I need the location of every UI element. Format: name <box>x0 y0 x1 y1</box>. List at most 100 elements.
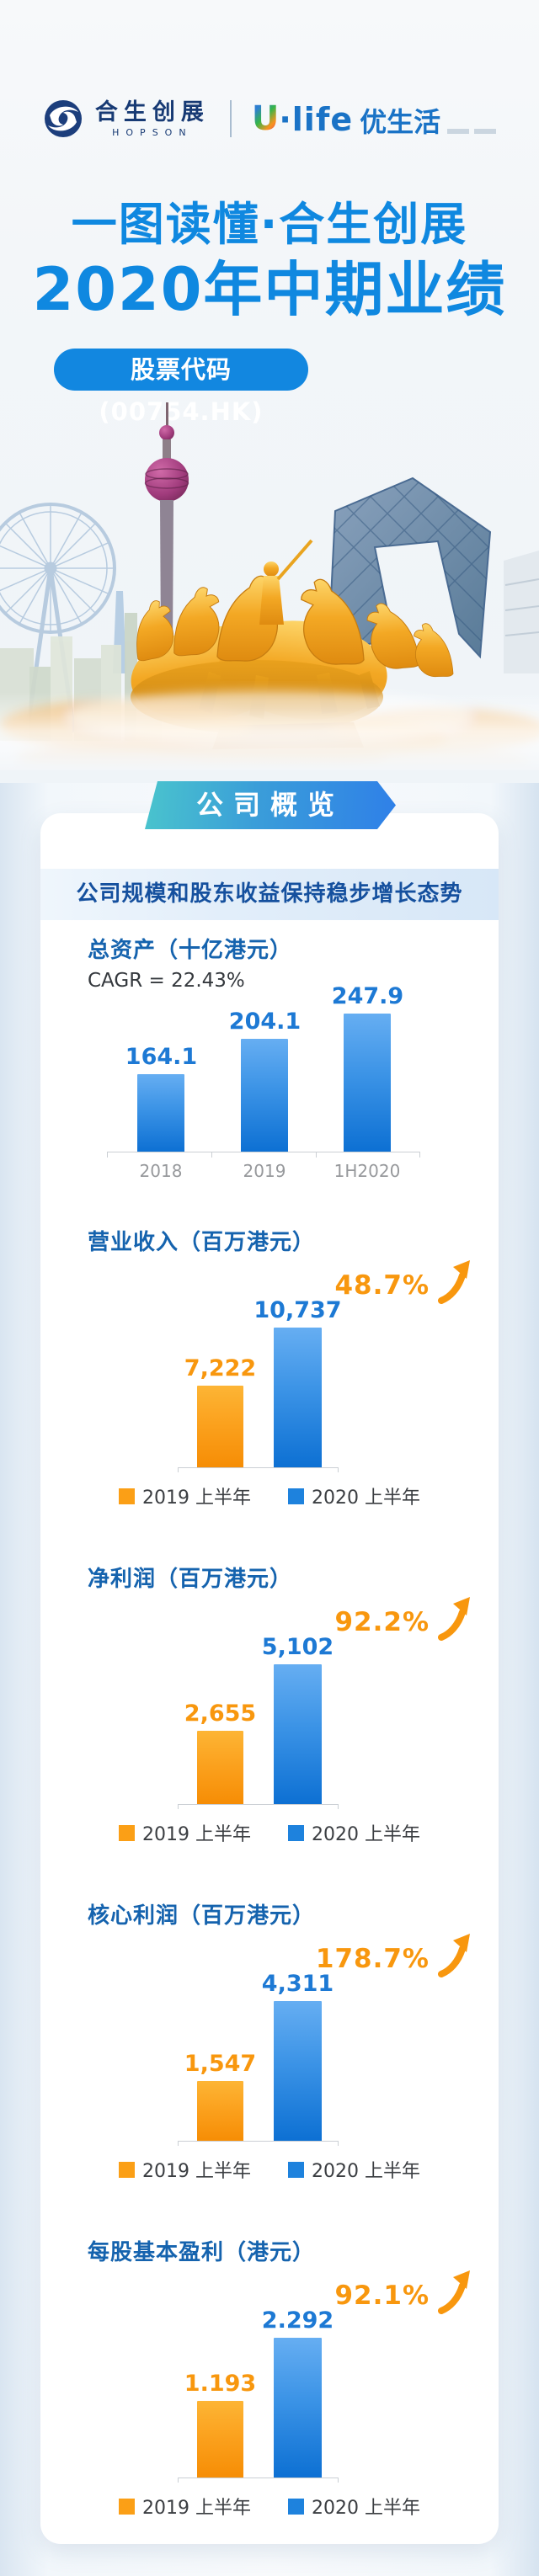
bar-value-label: 10,737 <box>253 1297 342 1323</box>
ulife-tagline-marks <box>447 129 497 134</box>
bar-2018 <box>137 1074 184 1152</box>
logo-divider <box>229 100 232 137</box>
stock-code-badge: 股票代码(00754.HK) <box>54 349 308 426</box>
legend-2020-label: 2020 上半年 <box>312 1824 420 1845</box>
ulife-life-text: ·life <box>279 101 354 138</box>
axis-tick <box>107 1152 108 1158</box>
section-ribbon-company-overview: 公司概览 <box>145 781 396 829</box>
chart-title: 每股基本盈利（港元） <box>88 2240 316 2265</box>
chart-legend: 2019 上半年 2020 上半年 <box>0 2493 539 2520</box>
chart-legend: 2019 上半年 2020 上半年 <box>0 1819 539 1846</box>
legend-2020-label: 2020 上半年 <box>312 1488 420 1509</box>
chart-core-profit: 核心利润（百万港元） 178.7% 1,547 4,311 2019 上半年 2… <box>0 1898 539 2235</box>
overview-card: 公司规模和股东收益保持稳步增长态势 <box>40 813 499 2544</box>
chart-revenue: 营业收入（百万港元） 48.7% 7,222 10,737 2019 上半年 2… <box>0 1225 539 1562</box>
axis-tick <box>338 1467 339 1472</box>
legend-2020-swatch <box>288 2161 304 2178</box>
bar-value-label: 164.1 <box>125 1044 198 1070</box>
hopson-wordmark: 合生创展 HOPSON <box>95 101 210 137</box>
growth-up-arrow-icon <box>438 1260 470 1304</box>
growth-percent: 48.7% <box>334 1270 430 1301</box>
bar-2019 <box>241 1039 288 1152</box>
page-title-line2: 2020年中期业绩 <box>32 255 507 324</box>
bar-value-label: 5,102 <box>261 1634 334 1660</box>
axis-tick <box>211 1152 212 1158</box>
brand-header: 合生创展 HOPSON U ·life 优生活 <box>0 93 539 145</box>
x-axis <box>178 2141 339 2142</box>
bar-value-label: 7,222 <box>184 1355 257 1381</box>
legend-2020-swatch <box>288 1488 304 1504</box>
legend-2019-swatch <box>119 1824 136 1841</box>
growth-percent: 92.1% <box>334 2281 430 2311</box>
bar-2019h1 <box>197 2401 243 2478</box>
legend-2020-swatch <box>288 1824 304 1841</box>
axis-tick <box>338 2478 339 2483</box>
legend-2019-label: 2019 上半年 <box>142 1824 251 1845</box>
ulife-wordmark: U ·life 优生活 <box>252 101 497 138</box>
growth-up-arrow-icon <box>438 1597 470 1641</box>
axis-tick <box>178 2141 179 2146</box>
chart-total-assets: 总资产（十亿港元） CAGR = 22.43% 164.1 204.1 247.… <box>0 933 539 1194</box>
bar-value-label: 1.193 <box>184 2371 257 2397</box>
charioteer-figure <box>259 539 313 625</box>
legend-2020-label: 2020 上半年 <box>312 2498 420 2519</box>
bar-1h2020 <box>344 1014 391 1152</box>
hero-illustration <box>0 402 539 770</box>
right-building <box>504 551 539 673</box>
hopson-chinese-name: 合生创展 <box>94 98 210 125</box>
chart-title: 核心利润（百万港元） <box>88 1903 316 1929</box>
bar-2020h1 <box>274 2001 322 2141</box>
axis-tick <box>419 1152 420 1158</box>
legend-2019-swatch <box>119 2498 136 2515</box>
growth-percent: 178.7% <box>315 1944 430 1974</box>
growth-up-arrow-icon <box>438 1934 470 1977</box>
chart-basic-eps: 每股基本盈利（港元） 92.1% 1.193 2.292 2019 上半年 20… <box>0 2235 539 2572</box>
legend-2020-label: 2020 上半年 <box>312 2161 420 2182</box>
legend-2019-label: 2019 上半年 <box>142 1488 251 1509</box>
bar-value-label: 204.1 <box>228 1009 302 1035</box>
bar-value-label: 2,655 <box>184 1700 257 1727</box>
axis-tick <box>178 1467 179 1472</box>
category-label: 1H2020 <box>334 1161 401 1181</box>
bar-value-label: 2.292 <box>261 2307 334 2334</box>
cagr-note: CAGR = 22.43% <box>88 970 245 992</box>
bar-value-label: 4,311 <box>261 1971 334 1997</box>
bar-2019h1 <box>197 1386 243 1467</box>
bar-value-label: 247.9 <box>331 983 404 1009</box>
growth-percent: 92.2% <box>334 1607 430 1637</box>
ulife-chinese-name: 优生活 <box>360 106 441 138</box>
growth-up-arrow-icon <box>438 2270 470 2314</box>
legend-2019-label: 2019 上半年 <box>142 2161 251 2182</box>
hopson-logo-icon <box>44 100 82 137</box>
category-label: 2018 <box>139 1161 183 1181</box>
x-axis <box>178 1467 339 1468</box>
axis-tick <box>178 1804 179 1809</box>
bar-2020h1 <box>274 2338 322 2478</box>
axis-tick <box>178 2478 179 2483</box>
ferris-wheel <box>0 503 116 733</box>
axis-tick <box>338 1804 339 1809</box>
legend-2020-swatch <box>288 2498 304 2515</box>
overview-subtitle-band: 公司规模和股东收益保持稳步增长态势 <box>40 869 499 920</box>
chart-legend: 2019 上半年 2020 上半年 <box>0 2156 539 2183</box>
x-axis <box>178 1804 339 1805</box>
chart-title: 总资产（十亿港元） <box>88 938 293 963</box>
axis-tick <box>316 1152 317 1158</box>
legend-2019-label: 2019 上半年 <box>142 2498 251 2519</box>
chart-title: 营业收入（百万港元） <box>88 1230 316 1255</box>
page-title-line1: 一图读懂·合生创展 <box>71 198 468 251</box>
bar-2019h1 <box>197 2081 243 2141</box>
bar-2020h1 <box>274 1664 322 1804</box>
legend-2019-swatch <box>119 1488 136 1504</box>
category-label: 2019 <box>243 1161 286 1181</box>
bar-2020h1 <box>274 1328 322 1467</box>
chart-net-profit: 净利润（百万港元） 92.2% 2,655 5,102 2019 上半年 202… <box>0 1562 539 1898</box>
axis-tick <box>338 2141 339 2146</box>
legend-2019-swatch <box>119 2161 136 2178</box>
chart-title: 净利润（百万港元） <box>88 1567 293 1592</box>
hero-bottom-fade <box>0 692 539 770</box>
bar-value-label: 1,547 <box>184 2051 257 2077</box>
hopson-english-name: HOPSON <box>112 126 193 138</box>
chart-legend: 2019 上半年 2020 上半年 <box>0 1482 539 1509</box>
